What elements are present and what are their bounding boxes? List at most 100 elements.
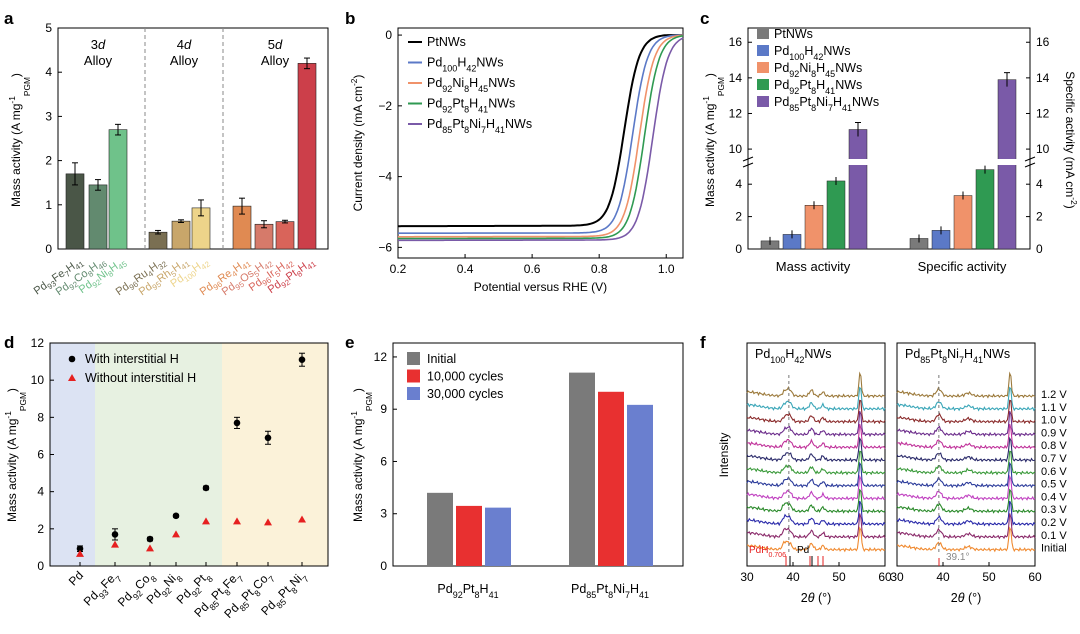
potential-label: 0.8 V: [1041, 440, 1067, 452]
xrd-trace: [746, 399, 886, 425]
point-with-h: [233, 419, 241, 427]
bar: [627, 404, 653, 566]
legend-swatch: [407, 387, 420, 400]
point-with-h: [172, 512, 180, 520]
potential-label: 1.0 V: [1041, 415, 1067, 427]
x-tick-label: 0.8: [591, 262, 608, 276]
x-tick-label: Pd92Pt8: [174, 568, 215, 609]
axis-break-gap: [847, 159, 869, 165]
legend-label: Pd92Ni8H45NWs: [427, 76, 515, 94]
x-category-label: Pd85Pt8Ni7H41: [571, 582, 649, 600]
point-with-h: [146, 535, 154, 543]
x-tick-label: 1.0: [658, 262, 675, 276]
point-without-h: [202, 517, 210, 525]
xrd-trace: [896, 450, 1036, 476]
bar: [826, 180, 846, 250]
y-tick-label: 9: [380, 402, 387, 416]
x-tick-label: 60: [878, 570, 892, 584]
legend-swatch: [757, 79, 769, 90]
x-tick-label: 50: [982, 570, 996, 584]
y-tick-label: 4: [735, 177, 742, 191]
bar: [804, 205, 824, 250]
annotation-pd: Pd: [797, 545, 809, 556]
bar: [108, 129, 128, 250]
bar: [148, 231, 168, 250]
point-without-h: [172, 530, 180, 538]
legend-swatch: [407, 369, 420, 383]
x-tick-label: 40: [786, 570, 800, 584]
xrd-trace: [896, 500, 1036, 527]
xrd-trace: [746, 423, 886, 450]
legend-swatch: [407, 352, 420, 365]
y-axis-label: Intensity: [717, 433, 731, 478]
region-ternary: [222, 343, 328, 566]
y-tick-label: 6: [37, 448, 44, 462]
y-tick-label-right: 4: [1036, 177, 1043, 191]
xrd-trace: [896, 423, 1036, 450]
y-axis-label: Mass activity (A mg-1PGM): [701, 73, 726, 207]
bar: [88, 184, 108, 250]
y-tick-label: 4: [45, 65, 52, 79]
y-tick-label: 8: [37, 410, 44, 424]
xrd-trace: [746, 500, 886, 527]
potential-label: 1.2 V: [1041, 389, 1067, 401]
y-tick-label: 0: [380, 559, 387, 573]
potential-label: 0.3 V: [1041, 504, 1067, 516]
y-axis-label: Mass activity (A mg-1PGM): [3, 388, 28, 522]
xrd-trace: [896, 371, 1036, 399]
xrd-trace: [896, 411, 1036, 438]
xrd-trace: [746, 488, 886, 514]
point-without-h: [233, 517, 241, 525]
group-label: 5d: [268, 37, 283, 52]
series-line: [398, 35, 684, 240]
bar: [953, 195, 973, 250]
x-tick-label: 30: [890, 570, 904, 584]
legend-swatch: [757, 28, 769, 39]
series-line: [398, 34, 683, 234]
potential-label: 0.7 V: [1041, 453, 1067, 465]
bar: [427, 492, 453, 566]
x-tick-label: 50: [832, 570, 846, 584]
y-tick-label: −2: [378, 99, 392, 113]
potential-label: 0.5 V: [1041, 479, 1067, 491]
legend-swatch: [757, 45, 769, 56]
y-tick-label-right: 2: [1036, 210, 1043, 224]
series-line: [398, 34, 684, 238]
xrd-trace: [746, 411, 886, 438]
legend-marker: [68, 355, 76, 363]
y-tick-label: 12: [729, 106, 743, 120]
bar: [569, 372, 595, 566]
bar: [975, 169, 995, 250]
y-tick-label: 16: [729, 35, 743, 49]
y-tick-label: −6: [378, 240, 392, 254]
legend-label: Pd92Ni8H45NWs: [774, 61, 862, 79]
group-label-alloy: Alloy: [170, 53, 199, 68]
legend-label: Pd92Pt8H41NWs: [774, 78, 862, 96]
panel-f: f Intensity Pd100H42NWs 30 40 50 60 2θ (°) Pd85P…: [700, 333, 1067, 605]
potential-label: Initial: [1041, 543, 1067, 555]
plot-frame: [397, 27, 684, 259]
x-tick-label: Pd85Pt8Ni7: [258, 568, 311, 621]
legend-marker: [68, 374, 76, 381]
y-tick-label: 3: [45, 109, 52, 123]
y-tick-label: 0: [37, 559, 44, 573]
xrd-trace: [746, 461, 886, 489]
xrd-trace: [746, 371, 886, 399]
plot-frame: [747, 27, 1031, 250]
bar: [456, 505, 482, 566]
xrd-trace: [746, 513, 886, 540]
y-tick-label: 6: [380, 454, 387, 468]
y-tick-label-right: 0: [1036, 242, 1043, 256]
y-tick-label: 14: [729, 71, 743, 85]
group-label: 4d: [177, 37, 192, 52]
axis-break: [742, 156, 754, 162]
bar: [171, 220, 191, 250]
bar: [297, 63, 317, 250]
y-tick-label: −4: [378, 170, 392, 184]
panel-title: Pd100H42NWs: [755, 347, 831, 365]
y-tick-label: 2: [735, 210, 742, 224]
legend-swatch: [757, 96, 769, 107]
x-tick-label: 40: [936, 570, 950, 584]
